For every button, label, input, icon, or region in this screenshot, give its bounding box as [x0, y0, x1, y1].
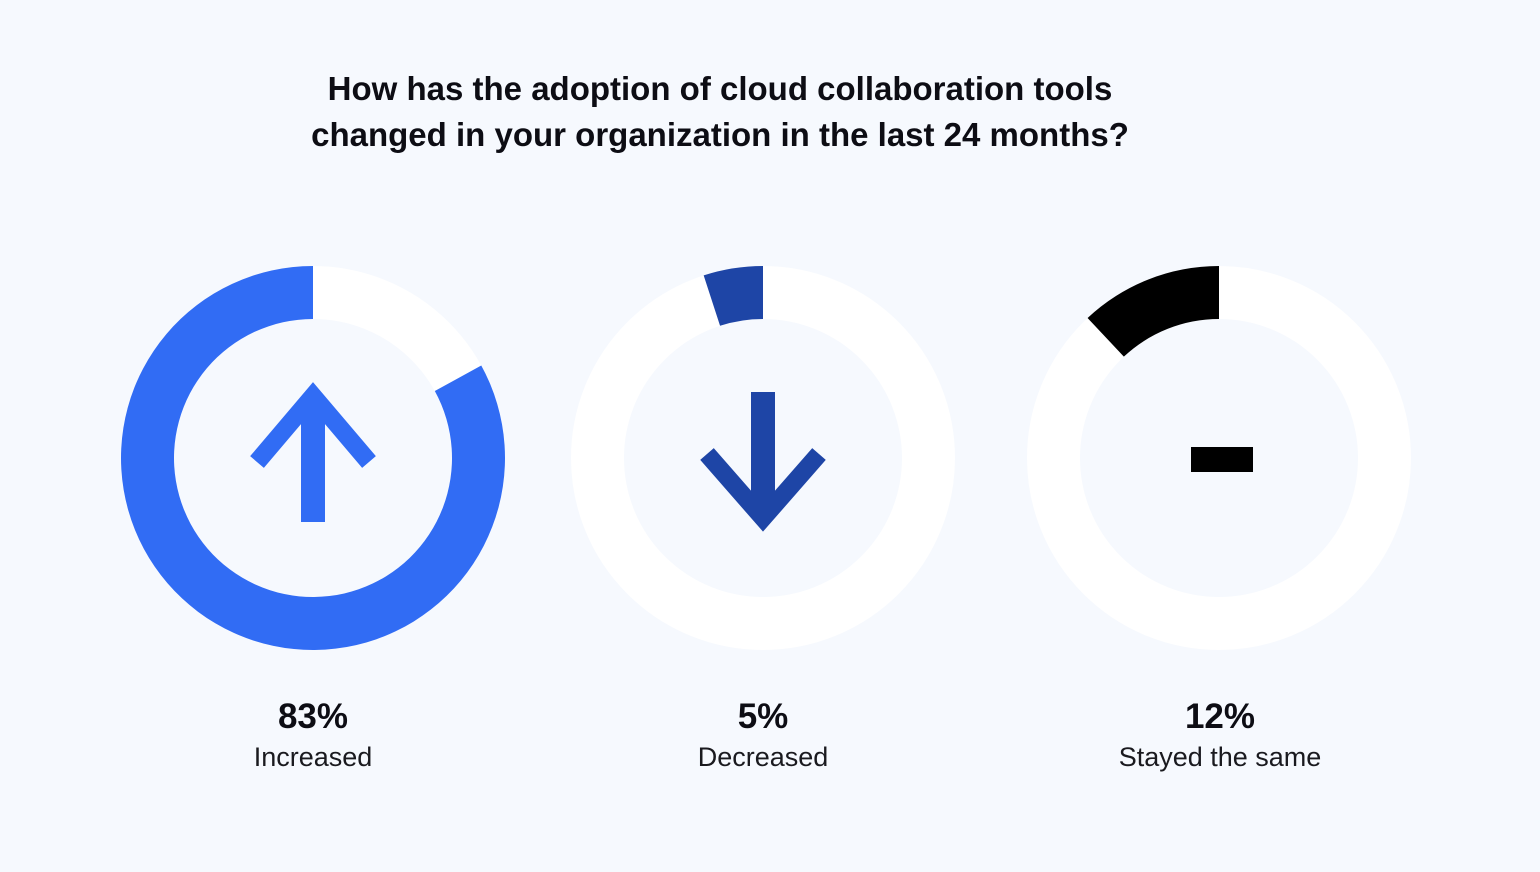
chart-title: How has the adoption of cloud collaborat… — [220, 66, 1220, 158]
chart-title-line-2: changed in your organization in the last… — [311, 116, 1129, 153]
arrow-down-icon — [700, 392, 826, 532]
caption-increased: 83% Increased — [113, 696, 513, 774]
donut-increased — [121, 266, 506, 650]
value-label-decreased: 5% — [737, 697, 789, 736]
caption-decreased: 5% Decreased — [563, 696, 963, 774]
donut-arc-decreased — [703, 266, 763, 326]
value-label-stayed-same: 12% — [1184, 697, 1256, 736]
category-label-increased: Increased — [253, 742, 373, 772]
caption-stayed-same: 12% Stayed the same — [1020, 696, 1420, 774]
minus-icon — [1191, 447, 1253, 472]
donut-stayed-same — [1027, 266, 1411, 650]
donut-arc-stayed-same — [1087, 266, 1219, 357]
chart-title-line-1: How has the adoption of cloud collaborat… — [327, 70, 1113, 107]
arrow-up-icon — [250, 382, 376, 522]
donut-decreased — [571, 266, 955, 650]
category-label-decreased: Decreased — [697, 742, 829, 772]
category-label-stayed-same: Stayed the same — [1118, 742, 1322, 772]
value-label-increased: 83% — [277, 697, 349, 736]
